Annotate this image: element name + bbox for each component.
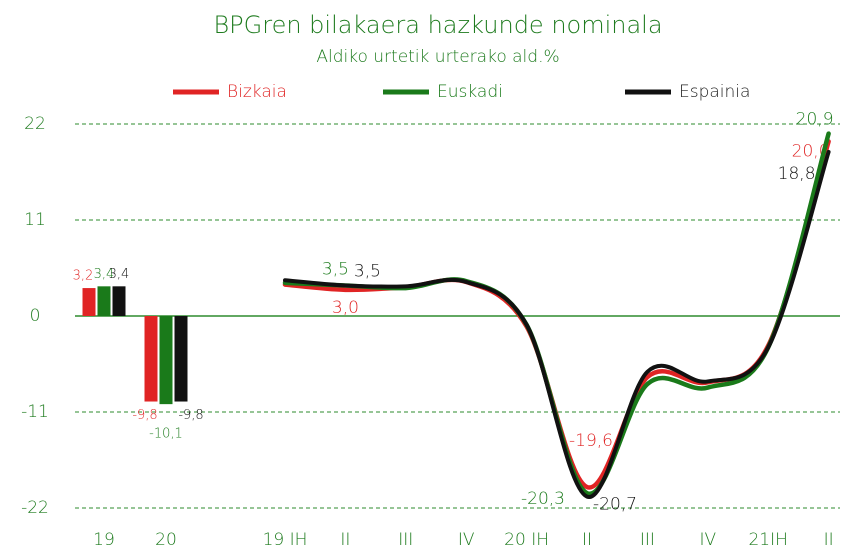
bar	[159, 316, 173, 405]
data-label: -9,8	[132, 408, 157, 423]
data-label: -9,8	[178, 408, 203, 423]
data-label: 3,4	[94, 267, 115, 282]
data-label: 3,4	[109, 267, 130, 282]
data-label: -10,1	[149, 427, 183, 442]
data-label: 3,2	[73, 269, 94, 284]
x-tick-label: II	[582, 530, 592, 549]
y-tick-label: -11	[21, 402, 49, 422]
data-label: 3,0	[332, 298, 359, 318]
data-label: 20,0	[792, 141, 830, 161]
x-tick-label: IV	[458, 530, 475, 549]
x-tick-label: 19	[93, 530, 115, 549]
data-label: -20,7	[593, 495, 637, 515]
y-tick-label: 0	[30, 306, 41, 326]
line	[283, 149, 831, 499]
legend-label: Bizkaia	[227, 82, 287, 102]
bar	[144, 316, 158, 402]
x-tick-label: 21IH	[748, 530, 787, 549]
bar	[174, 316, 188, 402]
x-tick-label: III	[398, 530, 413, 549]
line	[282, 131, 831, 496]
y-tick-label: 22	[24, 114, 46, 134]
data-label: 3,5	[354, 261, 381, 281]
x-tick-label: II	[824, 530, 834, 549]
legend-label: Euskadi	[437, 82, 503, 102]
chart-subtitle: Aldiko urtetik urterako ald.%	[316, 47, 559, 67]
x-tick-label: 20 IH	[504, 530, 549, 549]
data-label: -19,6	[569, 431, 613, 451]
x-tick-label: III	[640, 530, 655, 549]
x-tick-label: 20	[155, 530, 177, 549]
chart-title: BPGren bilakaera hazkunde nominala	[213, 11, 662, 39]
x-tick-label: IV	[699, 530, 716, 549]
data-label: 20,9	[796, 110, 834, 130]
x-tick-label: II	[340, 530, 350, 549]
data-label: -20,3	[521, 489, 565, 509]
bar	[97, 286, 111, 316]
legend-label: Espainia	[679, 82, 750, 102]
x-tick-label: 19 IH	[263, 530, 308, 549]
data-label: 18,8	[778, 164, 816, 184]
bar	[82, 288, 96, 316]
bar	[112, 286, 126, 316]
y-tick-label: 11	[24, 210, 46, 230]
line	[282, 139, 831, 490]
y-tick-label: -22	[21, 498, 49, 518]
data-label: 3,5	[322, 259, 349, 279]
